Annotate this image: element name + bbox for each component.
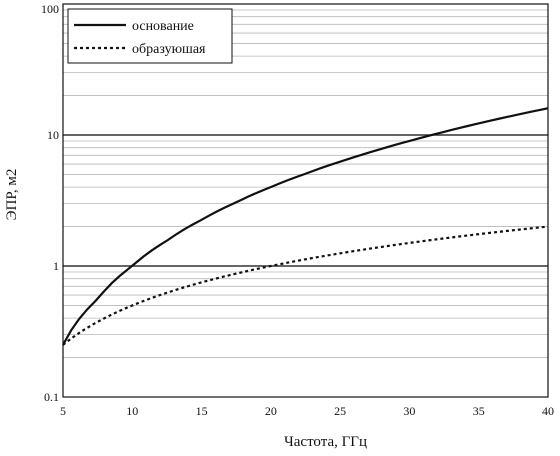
legend-label-obrazuyushaya: образуюшая — [132, 42, 206, 57]
y-tick-label: 10 — [47, 128, 59, 142]
y-axis-ticks: 0.1 1 10 100 — [41, 2, 59, 404]
x-tick-label: 15 — [196, 404, 208, 418]
series-line-osnovanie — [62, 107, 549, 346]
y-tick-label: 1 — [53, 259, 59, 273]
legend-box — [67, 8, 233, 64]
x-axis-label: Частота, ГГц — [284, 434, 367, 450]
y-axis-label: ЭПР, м2 — [4, 169, 20, 221]
x-tick-label: 20 — [265, 404, 277, 418]
grid — [63, 9, 548, 358]
series-layer — [62, 107, 549, 346]
plot-area-frame — [62, 3, 549, 398]
legend: основание образуюшая — [67, 8, 233, 64]
series-line-obrazuyushaya — [62, 225, 549, 346]
x-tick-label: 35 — [473, 404, 485, 418]
y-tick-label: 0.1 — [44, 390, 59, 404]
x-tick-label: 40 — [542, 404, 554, 418]
x-tick-label: 10 — [126, 404, 138, 418]
x-tick-label: 5 — [60, 404, 66, 418]
y-tick-label: 100 — [41, 2, 59, 16]
x-axis-ticks: 5 10 15 20 25 30 35 40 — [60, 404, 554, 418]
x-tick-label: 25 — [334, 404, 346, 418]
legend-label-osnovanie: основание — [132, 19, 194, 34]
x-tick-label: 30 — [403, 404, 415, 418]
